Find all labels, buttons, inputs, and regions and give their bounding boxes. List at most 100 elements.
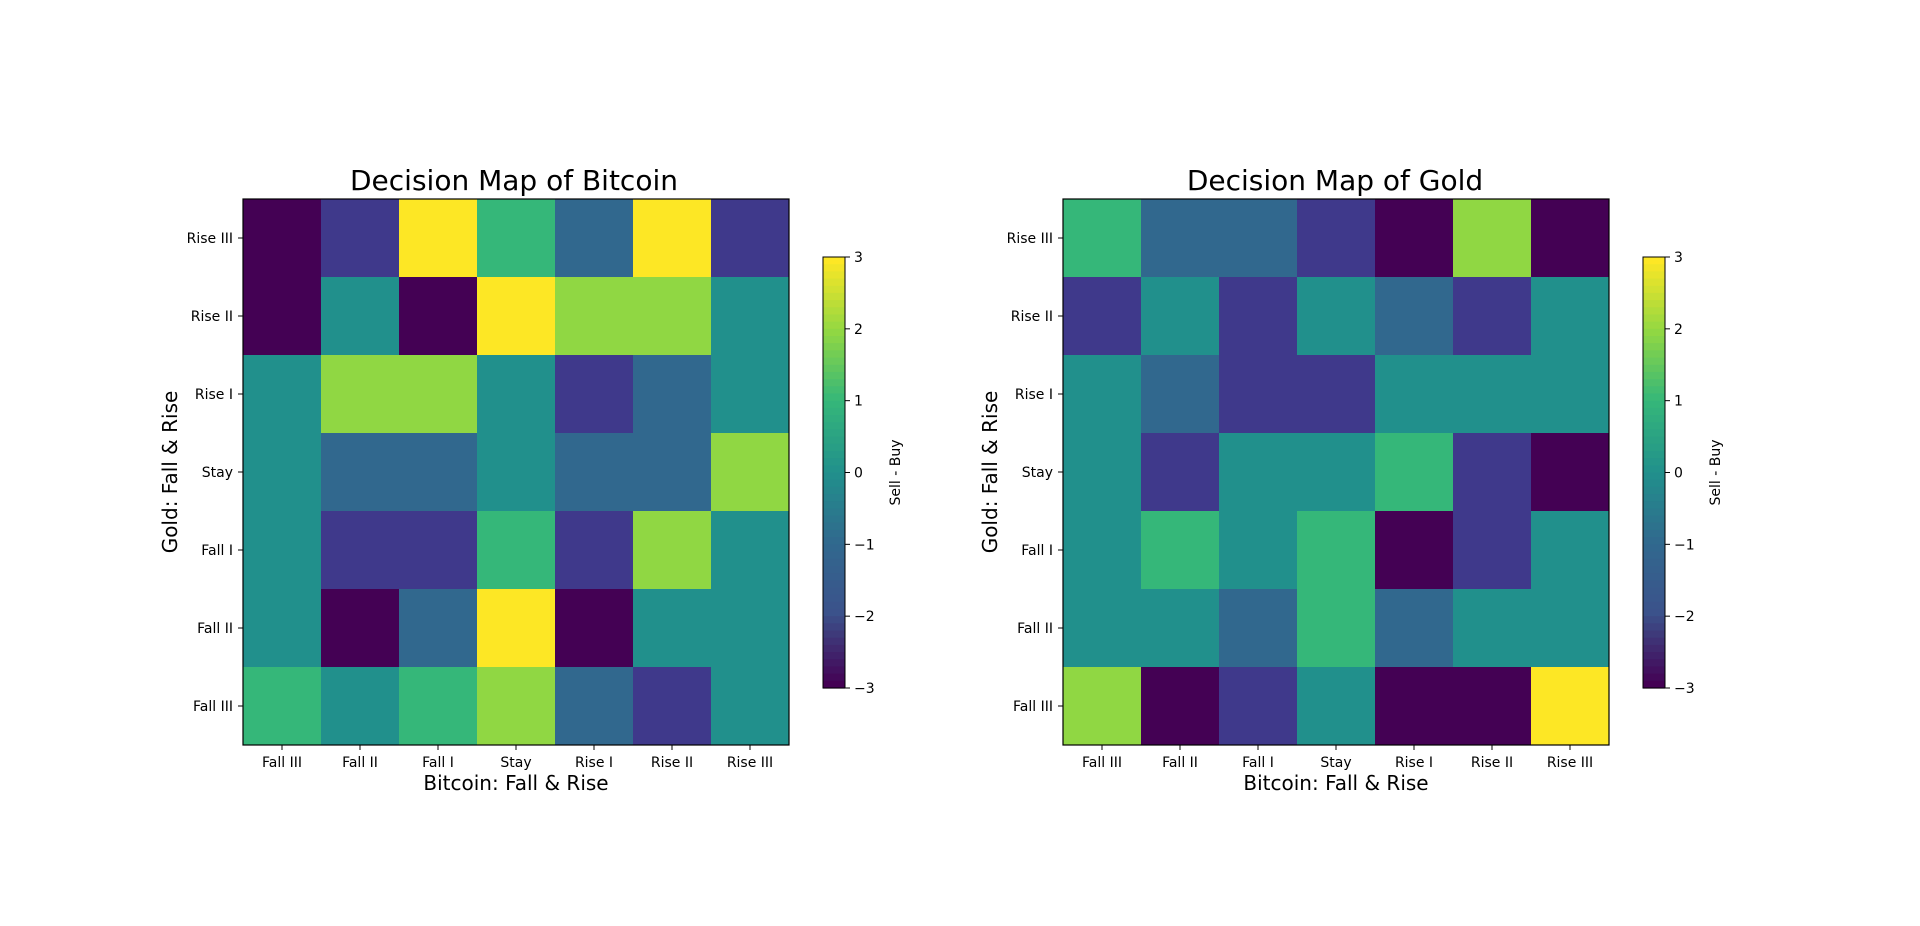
heatmap-cell [1297, 199, 1376, 278]
heatmap-cell [1141, 355, 1220, 434]
heatmap-cell [1141, 667, 1220, 746]
colorbar-band [823, 465, 845, 474]
heatmap-cell [1453, 277, 1532, 356]
heatmap-cell [555, 589, 634, 668]
colorbar-band [823, 558, 845, 567]
colorbar-band [823, 644, 845, 653]
heatmap-cell [243, 199, 322, 278]
heatmap-bitcoin: Decision Map of Bitcoin Fall III Fall II F… [158, 164, 904, 795]
colorbar-band [823, 264, 845, 272]
colorbar-band [823, 580, 845, 589]
heatmap-cell [1141, 589, 1220, 668]
colorbar-band [823, 458, 845, 466]
colorbar-band [823, 652, 845, 660]
heatmap-cell [633, 433, 712, 512]
x-tick-label: Fall II [342, 755, 378, 771]
heatmap-cell [1297, 433, 1376, 512]
colorbar-band [1643, 415, 1665, 423]
colorbar-band [1643, 264, 1665, 272]
colorbar-band [823, 680, 845, 689]
heatmap-cell [633, 589, 712, 668]
x-axis-label: Bitcoin: Fall & Rise [423, 771, 608, 795]
colorbar-band [1643, 357, 1665, 366]
heatmap-cell [1453, 433, 1532, 512]
heatmap-cell [321, 511, 400, 590]
heatmap-cell [1063, 355, 1142, 434]
heatmap-cell [399, 433, 478, 512]
heatmap-cell [243, 589, 322, 668]
x-ticks: Fall III Fall II Fall I Stay Rise I Rise II Ri… [262, 745, 773, 771]
heatmap-cell [711, 511, 790, 590]
colorbar-band [823, 494, 845, 502]
heatmap-cell [399, 277, 478, 356]
heatmap-cell [321, 199, 400, 278]
colorbar-band [823, 666, 845, 675]
heatmap-cell [1375, 277, 1454, 356]
colorbar-band [823, 357, 845, 366]
x-tick-label: Stay [500, 755, 531, 771]
colorbar-band [823, 637, 845, 646]
colorbar-band [1643, 278, 1665, 287]
heatmap-cell [1531, 199, 1610, 278]
colorbar-band [1643, 666, 1665, 675]
colorbar-band [823, 630, 845, 639]
colorbar-band [1643, 479, 1665, 488]
heatmap-cell [711, 667, 790, 746]
heatmap-cell [1141, 433, 1220, 512]
colorbar-band [1643, 386, 1665, 395]
heatmap-cell [1141, 277, 1220, 356]
x-tick-label: Stay [1320, 755, 1351, 771]
heatmap-cell [477, 433, 556, 512]
colorbar-band [823, 573, 845, 581]
y-ticks: Rise III Rise II Rise I Stay Fall I Fall II Fa… [187, 231, 243, 715]
heatmap-cell [1375, 511, 1454, 590]
colorbar-band [823, 300, 845, 308]
colorbar-tick-label: −3 [1674, 681, 1695, 697]
colorbar-tick-label: −1 [1674, 537, 1695, 553]
heatmap-cell [243, 277, 322, 356]
heatmap-cell [1219, 589, 1298, 668]
colorbar-band [1643, 529, 1665, 538]
heatmap-cell [243, 667, 322, 746]
colorbar-band [823, 386, 845, 395]
colorbar-band [823, 479, 845, 488]
colorbar-band [823, 292, 845, 301]
heatmap-cell [1375, 667, 1454, 746]
colorbar-band [823, 515, 845, 524]
heatmap-cell [1531, 433, 1610, 512]
heatmap-cell [633, 277, 712, 356]
heatmap-cell [399, 589, 478, 668]
heatmap-cell [1063, 433, 1142, 512]
colorbar-band [823, 450, 845, 459]
colorbar-band [1643, 644, 1665, 653]
x-ticks: Fall III Fall II Fall I Stay Rise I Rise II Ri… [1082, 745, 1593, 771]
colorbar: 3 2 1 0 −1 −2 −3 Sell - Buy [822, 250, 904, 697]
colorbar-band [1643, 257, 1665, 265]
colorbar-tick-label: 2 [1674, 322, 1683, 338]
colorbar-band [1643, 637, 1665, 646]
heatmap-cell [1219, 511, 1298, 590]
colorbar-band [1643, 393, 1665, 402]
heatmap-cell [1453, 199, 1532, 278]
heatmap-cell [555, 667, 634, 746]
colorbar-band [1643, 587, 1665, 596]
colorbar-band [1643, 522, 1665, 531]
colorbar-band [1643, 551, 1665, 560]
chart-title: Decision Map of Gold [1187, 164, 1483, 197]
colorbar-band [823, 601, 845, 610]
colorbar-band [823, 415, 845, 423]
colorbar-band [823, 328, 845, 337]
heatmap-cell [477, 667, 556, 746]
heatmap-cell [1531, 589, 1610, 668]
colorbar-tick-label: 0 [1674, 466, 1683, 482]
y-tick-label: Rise III [1007, 231, 1053, 247]
colorbar-band [823, 551, 845, 560]
colorbar-band [823, 537, 845, 545]
colorbar-tick-label: 3 [854, 250, 863, 266]
heatmap-cell [321, 589, 400, 668]
heatmap-cell [243, 433, 322, 512]
heatmap-cell [477, 511, 556, 590]
heatmap-cell [711, 199, 790, 278]
colorbar-band [1643, 601, 1665, 610]
